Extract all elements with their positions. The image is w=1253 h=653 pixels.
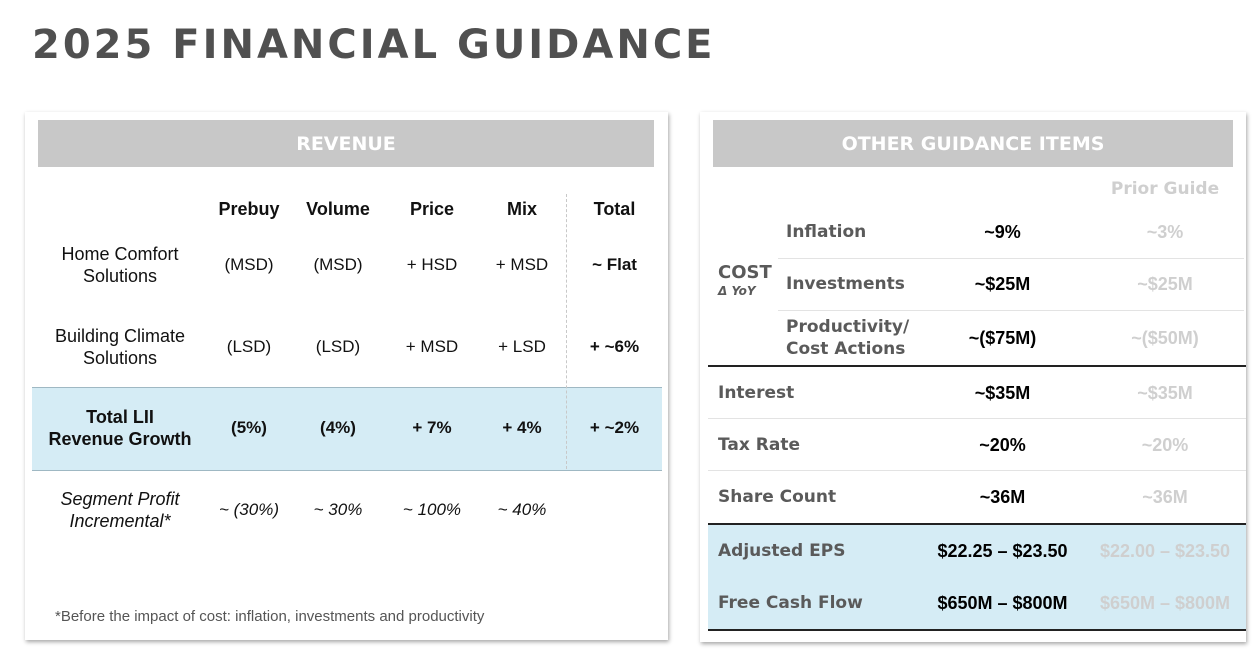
guidance-value: ~20% <box>979 434 1026 455</box>
row-label-segment-profit: Segment Profit Incremental* <box>35 485 205 535</box>
row-divider <box>708 418 1246 419</box>
row-label-home-comfort: Home Comfort Solutions <box>35 240 205 290</box>
table-cell: + 4% <box>502 418 542 437</box>
column-header-volume: Volume <box>306 199 370 219</box>
other-guidance-header: OTHER GUIDANCE ITEMS <box>713 120 1233 167</box>
guidance-prior: $22.00 – $23.50 <box>1099 540 1231 561</box>
guidance-value: ~$25M <box>974 273 1031 294</box>
table-cell: + LSD <box>498 337 546 356</box>
guidance-value: $22.25 – $23.50 <box>937 540 1068 561</box>
table-cell: (4%) <box>320 418 356 437</box>
guidance-label-line: Productivity/ <box>786 317 910 337</box>
table-cell: (LSD) <box>315 337 361 356</box>
guidance-label-interest: Interest <box>718 383 795 403</box>
revenue-header: REVENUE <box>38 120 654 167</box>
cost-group-divider <box>708 365 1246 367</box>
guidance-prior: ~3% <box>1146 221 1184 242</box>
guidance-label-free-cash-flow: Free Cash Flow <box>718 593 863 613</box>
cost-label: COST <box>718 262 772 283</box>
row-label-line: Solutions <box>82 348 158 368</box>
guidance-label-share-count: Share Count <box>718 487 837 507</box>
guidance-value: ~$35M <box>974 382 1031 403</box>
column-header-total: Total <box>593 199 636 219</box>
other-guidance-panel: OTHER GUIDANCE ITEMS Prior Guide COST Δ … <box>700 112 1246 642</box>
guidance-value: ~9% <box>984 221 1021 242</box>
table-cell: + MSD <box>495 255 549 274</box>
row-divider <box>778 310 1244 311</box>
column-header-price: Price <box>409 199 455 219</box>
guidance-label-inflation: Inflation <box>786 222 867 242</box>
table-cell: (5%) <box>231 418 267 437</box>
highlight-rows-band <box>708 524 1246 630</box>
guidance-prior: $650M – $800M <box>1099 592 1231 613</box>
row-label-line: Building Climate <box>54 326 186 346</box>
guidance-label-productivity: Productivity/ Cost Actions <box>786 314 909 362</box>
guidance-label-adjusted-eps: Adjusted EPS <box>718 541 846 561</box>
guidance-label-tax-rate: Tax Rate <box>718 435 800 455</box>
table-cell: ~ 30% <box>313 500 363 519</box>
table-cell: ~ 40% <box>497 500 547 519</box>
cost-sublabel: Δ YoY <box>718 284 756 298</box>
table-cell: + HSD <box>406 255 458 274</box>
guidance-value: ~($75M) <box>968 327 1037 348</box>
highlight-top-divider <box>708 523 1246 525</box>
highlight-bottom-divider <box>708 629 1246 631</box>
row-divider <box>778 258 1244 259</box>
table-cell-total: ~ Flat <box>592 255 637 274</box>
total-row-highlight <box>32 387 662 471</box>
guidance-value: ~36M <box>979 486 1026 507</box>
table-cell-total: + ~6% <box>589 337 640 356</box>
table-cell: (MSD) <box>224 255 274 274</box>
column-header-prebuy: Prebuy <box>218 199 280 219</box>
prior-guide-column-header: Prior Guide <box>1110 179 1220 199</box>
row-label-line: Home Comfort <box>61 244 179 264</box>
cost-group-label: COST Δ YoY <box>718 262 772 298</box>
table-cell: (MSD) <box>313 255 363 274</box>
table-cell: + 7% <box>412 418 452 437</box>
table-cell-total: + ~2% <box>589 418 640 437</box>
table-cell: ~ (30%) <box>219 500 279 519</box>
row-label-line: Incremental* <box>69 511 171 531</box>
guidance-prior: ~$35M <box>1137 382 1193 403</box>
guidance-prior: ~($50M) <box>1131 327 1199 348</box>
guidance-prior: ~36M <box>1142 486 1188 507</box>
row-label-line: Revenue Growth <box>48 429 192 449</box>
table-cell: (LSD) <box>226 337 272 356</box>
page-title: 2025 FINANCIAL GUIDANCE <box>32 22 716 68</box>
row-label-total-lii: Total LII Revenue Growth <box>35 403 205 453</box>
row-label-line: Segment Profit <box>60 489 180 509</box>
guidance-prior: ~$25M <box>1137 273 1193 294</box>
row-label-building-climate: Building Climate Solutions <box>35 322 205 372</box>
guidance-label-investments: Investments <box>786 274 905 294</box>
row-divider <box>708 470 1246 471</box>
row-label-line: Total LII <box>86 407 154 427</box>
guidance-prior: ~20% <box>1141 434 1189 455</box>
column-header-mix: Mix <box>506 199 537 219</box>
revenue-panel: REVENUE Prebuy Volume Price Mix Total Ho… <box>25 112 668 640</box>
total-column-divider <box>566 194 567 469</box>
table-cell: + MSD <box>405 337 459 356</box>
table-cell: ~ 100% <box>402 500 462 519</box>
row-label-line: Solutions <box>82 266 158 286</box>
guidance-value: $650M – $800M <box>937 592 1068 613</box>
footnote: *Before the impact of cost: inflation, i… <box>55 608 485 625</box>
guidance-label-line: Cost Actions <box>786 339 906 359</box>
